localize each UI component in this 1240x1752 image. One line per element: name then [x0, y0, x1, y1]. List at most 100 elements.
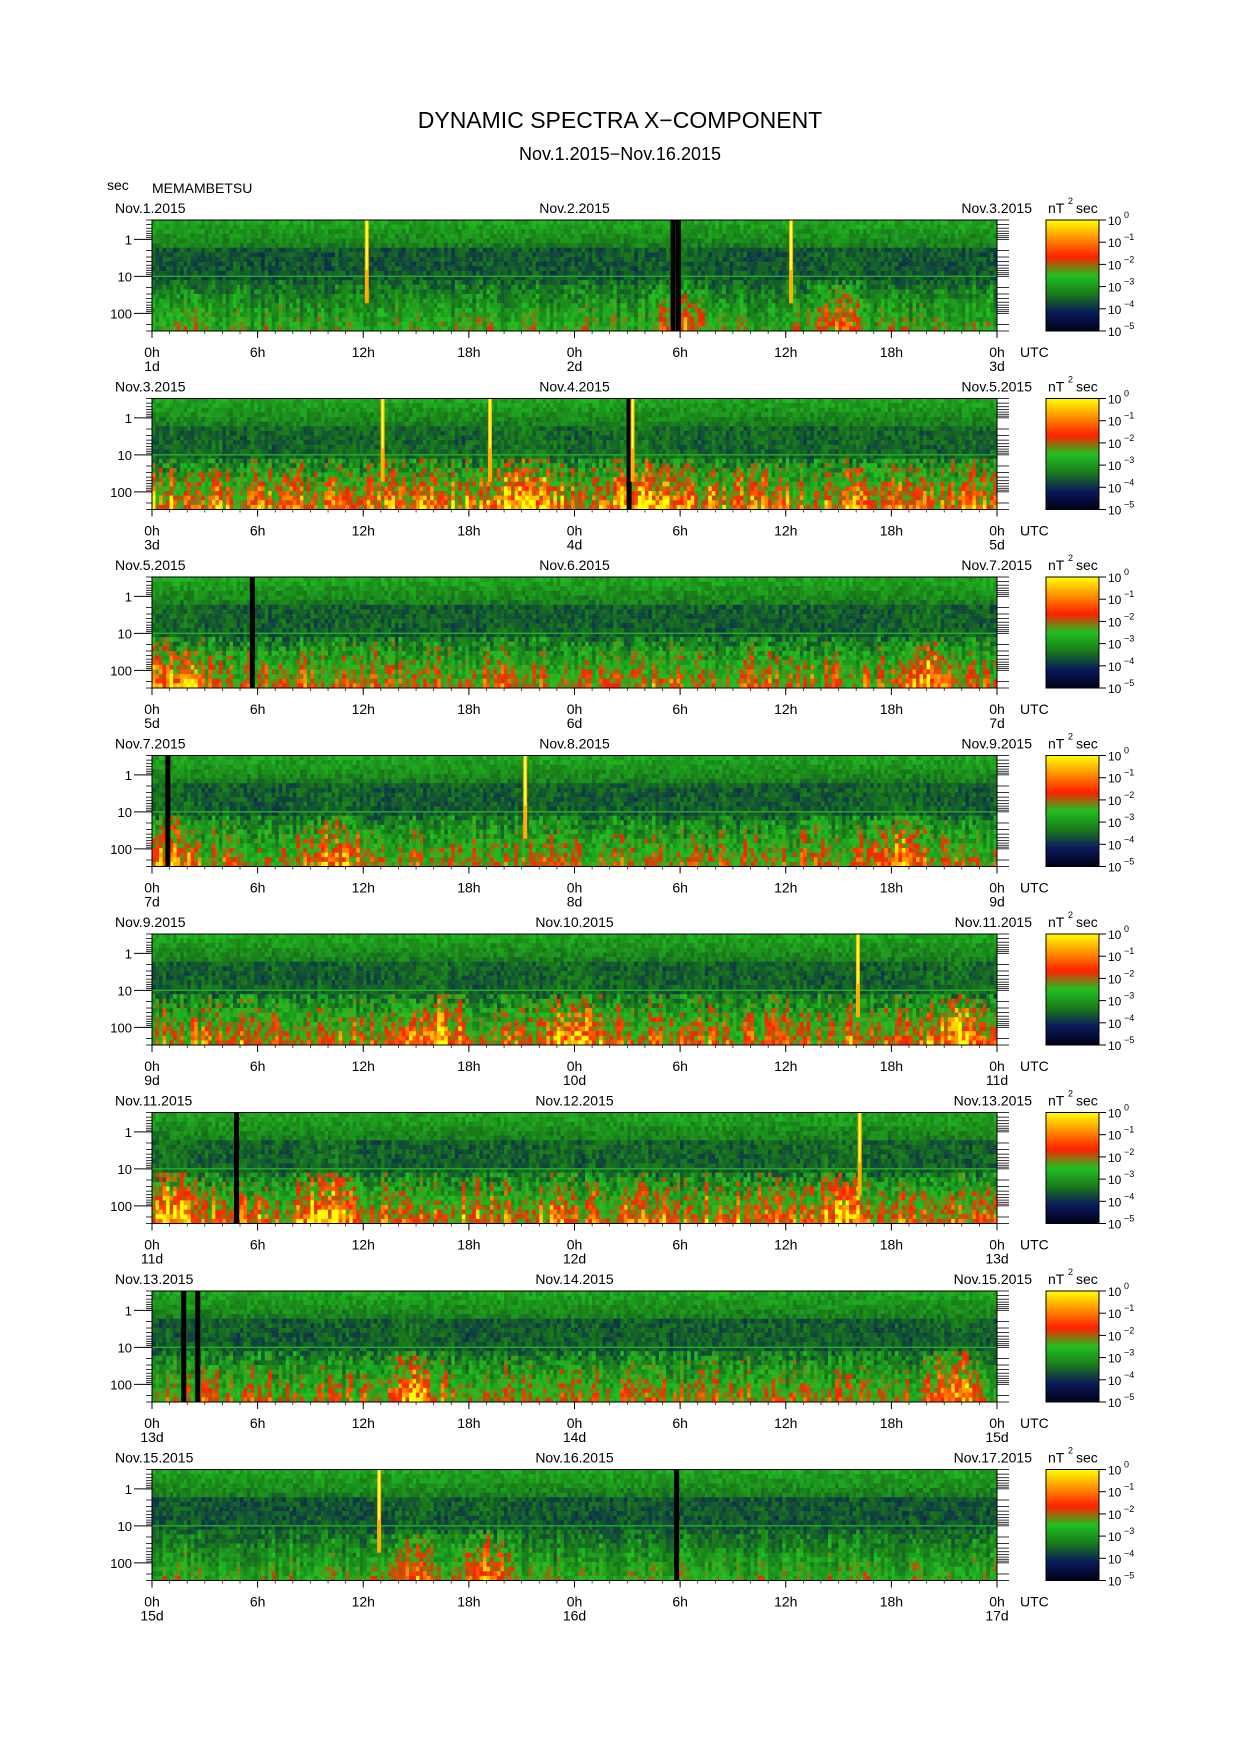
heatmap-cell — [254, 313, 258, 318]
heatmap-cell — [233, 289, 237, 294]
heatmap-cell — [156, 322, 160, 327]
heatmap-cell — [205, 225, 209, 230]
heatmap-cell — [222, 271, 226, 276]
heatmap-cell — [173, 289, 177, 294]
heatmap-cell — [173, 252, 177, 257]
heatmap-cell — [233, 285, 237, 290]
heatmap-cell — [201, 289, 205, 294]
heatmap-cell — [247, 220, 251, 225]
heatmap-cell — [226, 322, 230, 327]
heatmap-cell — [237, 262, 241, 267]
heatmap-cell — [194, 252, 198, 257]
heatmap-cell — [208, 303, 212, 308]
heatmap-cell — [170, 229, 174, 234]
heatmap-cell — [261, 239, 265, 244]
heatmap-cell — [156, 266, 160, 271]
heatmap-cell — [219, 317, 223, 322]
heatmap-cell — [177, 234, 181, 239]
heatmap-cell — [184, 294, 188, 299]
heatmap-cell — [254, 289, 258, 294]
heatmap-cell — [166, 220, 170, 225]
heatmap-cell — [201, 294, 205, 299]
heatmap-cell — [184, 239, 188, 244]
heatmap-cell — [173, 225, 177, 230]
heatmap-cell — [166, 239, 170, 244]
heatmap-cell — [219, 271, 223, 276]
heatmap-cell — [184, 252, 188, 257]
heatmap-cell — [226, 271, 230, 276]
heatmap-cell — [229, 280, 233, 285]
heatmap-cell — [170, 257, 174, 262]
heatmap-cell — [173, 303, 177, 308]
heatmap-cell — [222, 229, 226, 234]
heatmap-cell — [251, 289, 255, 294]
heatmap-cell — [215, 299, 219, 304]
heatmap-cell — [226, 248, 230, 253]
heatmap-cell — [244, 266, 248, 271]
heatmap-cell — [205, 308, 209, 313]
heatmap-cell — [177, 257, 181, 262]
heatmap-cell — [258, 303, 262, 308]
heatmap-cell — [198, 257, 202, 262]
heatmap-cell — [201, 322, 205, 327]
heatmap-cell — [215, 225, 219, 230]
heatmap-cell — [240, 285, 244, 290]
heatmap-cell — [163, 229, 167, 234]
heatmap-cell — [212, 322, 216, 327]
heatmap-cell — [194, 239, 198, 244]
heatmap-cell — [222, 220, 226, 225]
heatmap-cell — [156, 289, 160, 294]
heatmap-cell — [194, 229, 198, 234]
heatmap-cell — [177, 308, 181, 313]
heatmap-cell — [244, 257, 248, 262]
heatmap-cell — [244, 220, 248, 225]
heatmap-cell — [212, 271, 216, 276]
heatmap-cell — [177, 285, 181, 290]
heatmap-cell — [212, 248, 216, 253]
heatmap-cell — [156, 239, 160, 244]
heatmap-cell — [247, 239, 251, 244]
heatmap-cell — [219, 225, 223, 230]
heatmap-cell — [191, 303, 195, 308]
heatmap-cell — [201, 266, 205, 271]
heatmap-cell — [244, 239, 248, 244]
heatmap-cell — [194, 299, 198, 304]
heatmap-cell — [152, 252, 156, 257]
heatmap-cell — [240, 257, 244, 262]
heatmap-cell — [219, 248, 223, 253]
heatmap-cell — [180, 322, 184, 327]
heatmap-cell — [226, 220, 230, 225]
heatmap-cell — [258, 234, 262, 239]
heatmap-cell — [219, 285, 223, 290]
heatmap-cell — [205, 285, 209, 290]
heatmap-cell — [229, 252, 233, 257]
heatmap-cell — [215, 271, 219, 276]
heatmap-cell — [229, 317, 233, 322]
heatmap-cell — [187, 220, 191, 225]
heatmap-cell — [258, 294, 262, 299]
heatmap-cell — [156, 285, 160, 290]
heatmap-cell — [240, 239, 244, 244]
heatmap-cell — [208, 289, 212, 294]
heatmap-cell — [244, 252, 248, 257]
heatmap-cell — [240, 225, 244, 230]
heatmap-cell — [229, 220, 233, 225]
heatmap-cell — [254, 220, 258, 225]
heatmap-cell — [156, 252, 160, 257]
heatmap-cell — [254, 322, 258, 327]
heatmap-cell — [194, 280, 198, 285]
heatmap-cell — [156, 313, 160, 318]
heatmap-cell — [226, 266, 230, 271]
heatmap-cell — [233, 322, 237, 327]
heatmap-cell — [163, 252, 167, 257]
heatmap-cell — [258, 308, 262, 313]
heatmap-cell — [208, 280, 212, 285]
heatmap-cell — [163, 239, 167, 244]
heatmap-cell — [191, 317, 195, 322]
heatmap-cell — [173, 220, 177, 225]
heatmap-cell — [219, 220, 223, 225]
heatmap-cell — [163, 248, 167, 253]
heatmap-cell — [258, 220, 262, 225]
heatmap-cell — [212, 239, 216, 244]
heatmap-cell — [229, 257, 233, 262]
